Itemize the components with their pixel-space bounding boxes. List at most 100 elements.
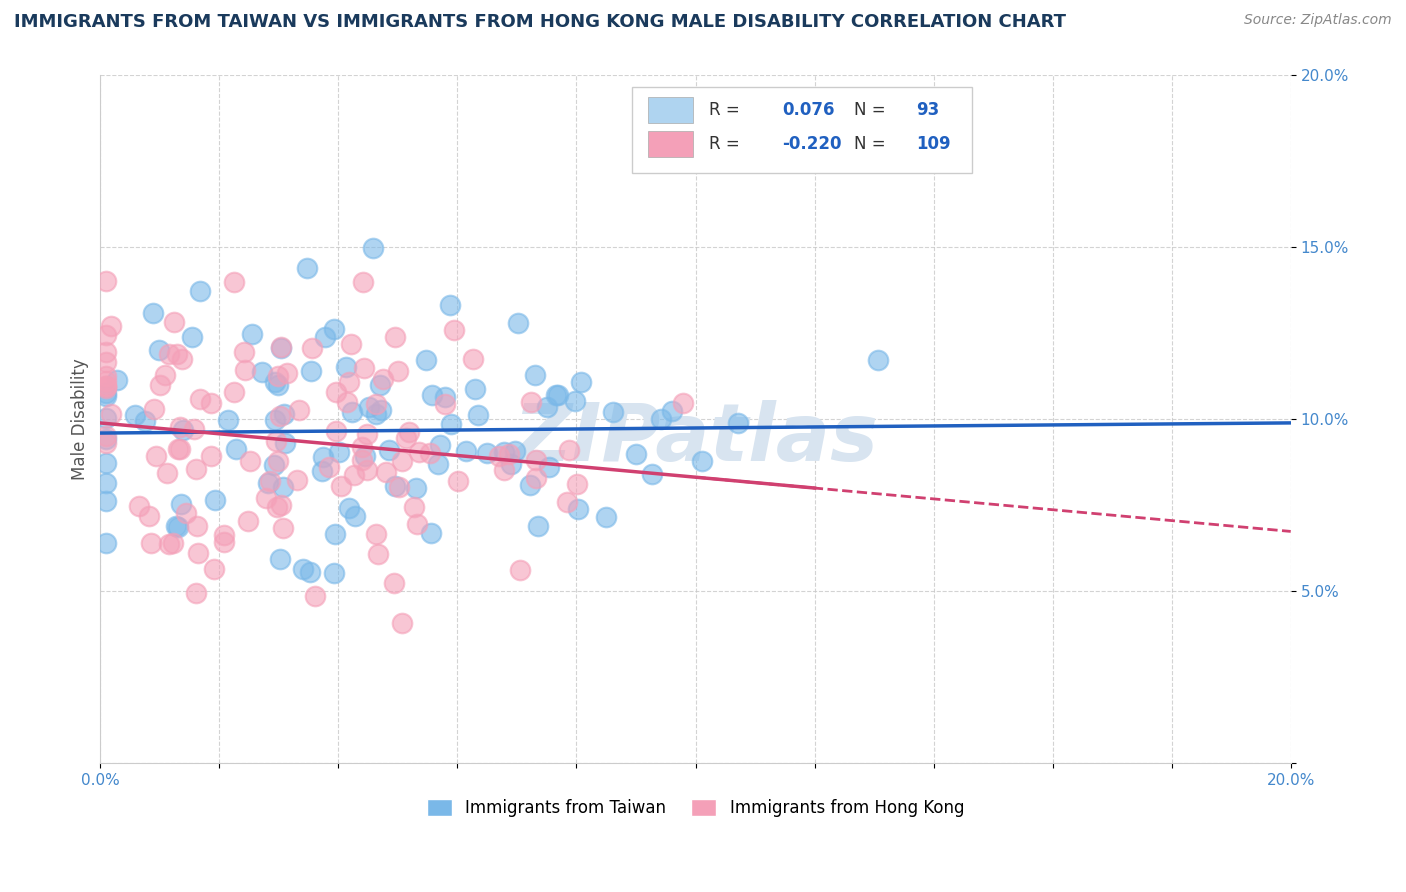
- FancyBboxPatch shape: [648, 96, 693, 123]
- Point: [524, 368, 547, 382]
- Point: [157, 537, 180, 551]
- Point: [433, 397, 456, 411]
- Point: [167, 519, 190, 533]
- Point: [224, 384, 246, 399]
- Point: [169, 497, 191, 511]
- Point: [96, 328, 118, 343]
- Point: [273, 407, 295, 421]
- Point: [139, 536, 162, 550]
- Point: [270, 498, 292, 512]
- Point: [352, 275, 374, 289]
- Point: [96, 369, 118, 384]
- Point: [204, 492, 226, 507]
- Point: [254, 491, 277, 506]
- Point: [537, 460, 560, 475]
- Point: [288, 402, 311, 417]
- Point: [270, 340, 292, 354]
- Point: [273, 521, 295, 535]
- Point: [274, 436, 297, 450]
- FancyBboxPatch shape: [633, 87, 972, 173]
- Point: [650, 412, 672, 426]
- Point: [343, 508, 366, 523]
- Point: [124, 409, 146, 423]
- Point: [492, 445, 515, 459]
- Point: [419, 446, 441, 460]
- Point: [447, 474, 470, 488]
- Point: [96, 374, 118, 388]
- Point: [269, 552, 291, 566]
- Point: [138, 509, 160, 524]
- Point: [100, 319, 122, 334]
- Point: [520, 394, 543, 409]
- Point: [544, 388, 567, 402]
- Point: [267, 377, 290, 392]
- Point: [186, 519, 208, 533]
- Point: [96, 355, 118, 369]
- Point: [398, 425, 420, 439]
- Point: [267, 369, 290, 384]
- Point: [172, 423, 194, 437]
- Point: [415, 353, 437, 368]
- Point: [225, 442, 247, 457]
- Point: [240, 326, 263, 341]
- Point: [148, 343, 170, 357]
- Point: [96, 389, 118, 403]
- Legend: Immigrants from Taiwan, Immigrants from Hong Kong: Immigrants from Taiwan, Immigrants from …: [420, 792, 970, 823]
- Point: [509, 563, 531, 577]
- Point: [270, 342, 292, 356]
- Point: [153, 368, 176, 383]
- Point: [475, 446, 498, 460]
- Text: Source: ZipAtlas.com: Source: ZipAtlas.com: [1244, 13, 1392, 28]
- Point: [167, 442, 190, 456]
- Point: [602, 405, 624, 419]
- Point: [357, 400, 380, 414]
- Point: [488, 449, 510, 463]
- Point: [166, 346, 188, 360]
- Point: [461, 352, 484, 367]
- Point: [427, 458, 450, 472]
- Point: [368, 378, 391, 392]
- FancyBboxPatch shape: [648, 131, 693, 157]
- Point: [170, 351, 193, 366]
- Point: [361, 241, 384, 255]
- Point: [567, 476, 589, 491]
- Point: [371, 371, 394, 385]
- Point: [641, 467, 664, 481]
- Point: [405, 481, 427, 495]
- Point: [159, 347, 181, 361]
- Point: [439, 298, 461, 312]
- Point: [212, 528, 235, 542]
- Text: 0.076: 0.076: [782, 101, 835, 119]
- Point: [239, 454, 262, 468]
- Point: [323, 321, 346, 335]
- Point: [433, 390, 456, 404]
- Point: [298, 565, 321, 579]
- Point: [96, 345, 118, 359]
- Point: [217, 413, 239, 427]
- Point: [202, 561, 225, 575]
- Point: [142, 305, 165, 319]
- Point: [335, 359, 357, 374]
- Point: [378, 443, 401, 458]
- Point: [96, 436, 118, 450]
- Point: [626, 447, 648, 461]
- Point: [391, 454, 413, 468]
- Point: [263, 458, 285, 472]
- Point: [536, 400, 558, 414]
- Point: [370, 403, 392, 417]
- Point: [301, 342, 323, 356]
- Point: [555, 494, 578, 508]
- Point: [325, 384, 347, 399]
- Point: [336, 395, 359, 409]
- Point: [661, 404, 683, 418]
- Point: [200, 449, 222, 463]
- Point: [169, 420, 191, 434]
- Point: [222, 276, 245, 290]
- Point: [342, 467, 364, 482]
- Point: [690, 454, 713, 468]
- Point: [467, 408, 489, 422]
- Point: [96, 386, 118, 401]
- Point: [388, 479, 411, 493]
- Point: [505, 443, 527, 458]
- Point: [96, 432, 118, 446]
